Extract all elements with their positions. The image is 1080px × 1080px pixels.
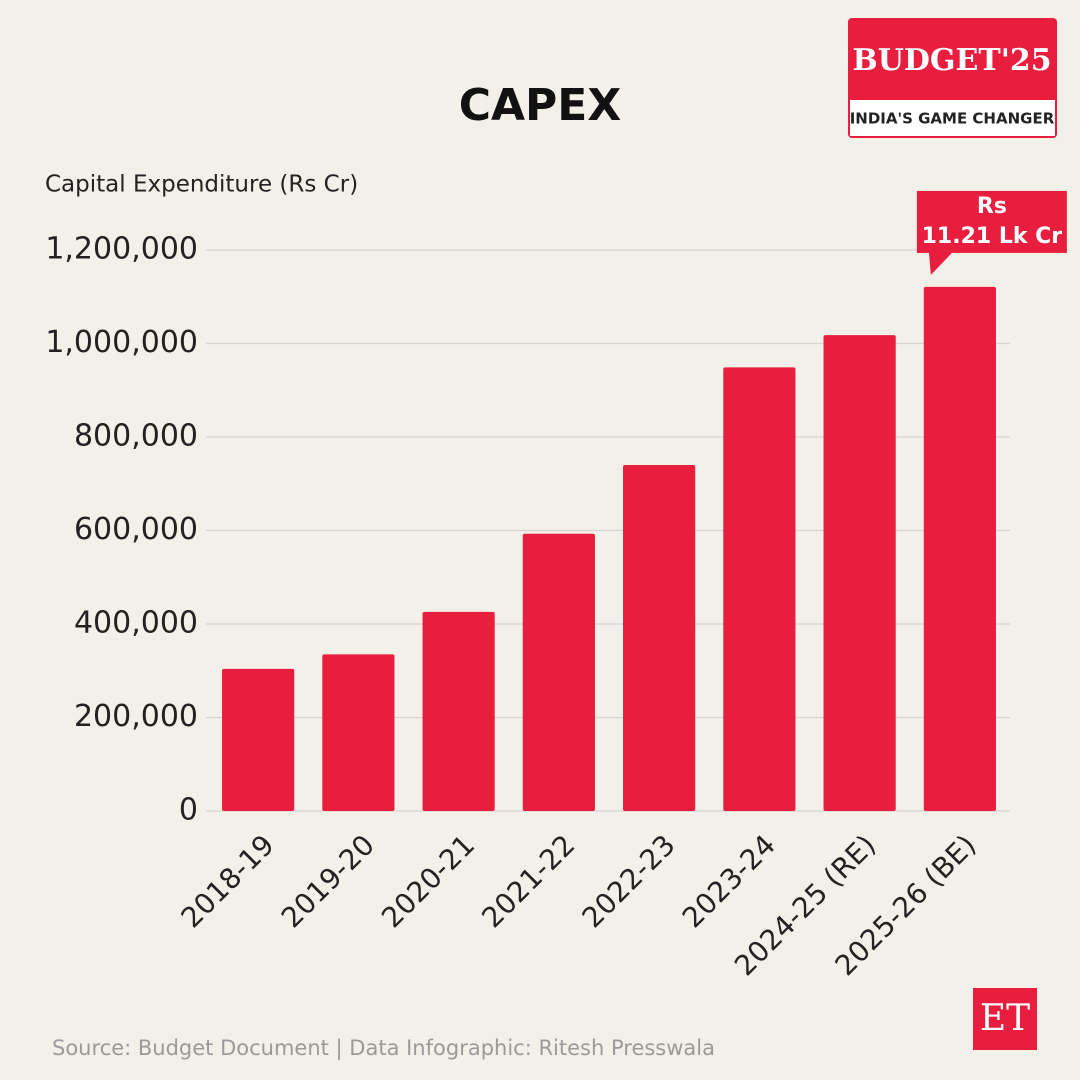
logo-background [973, 988, 1037, 1050]
bar [322, 654, 395, 811]
y-tick-label: 1,000,000 [45, 325, 198, 360]
x-tick-label: 2023-24 [676, 828, 782, 934]
value-callout: Rs 11.21 Lk Cr [921, 193, 1063, 249]
chart-title: CAPEX [459, 80, 622, 131]
bar [422, 611, 495, 811]
et-logo: ET [973, 988, 1037, 1050]
y-axis-label: Capital Expenditure (Rs Cr) [45, 172, 358, 198]
x-tick-label: 2018-19 [175, 828, 281, 934]
callout-pointer [928, 251, 953, 275]
badge-subtitle: INDIA'S GAME CHANGER [850, 110, 1055, 128]
value-callout-box [916, 190, 1067, 275]
bar [823, 335, 896, 811]
y-tick-label: 800,000 [74, 419, 198, 454]
bar [222, 668, 295, 811]
x-tick-label: 2022-23 [576, 828, 682, 934]
badge-band [850, 100, 1055, 136]
x-tick-label: 2020-21 [375, 828, 481, 934]
y-tick-label: 0 [179, 793, 198, 828]
x-tick-label: 2021-22 [475, 828, 581, 934]
logo-text: ET [980, 998, 1030, 1039]
y-tick-label: 1,200,000 [45, 232, 198, 267]
y-tick-label: 400,000 [74, 606, 198, 641]
y-tick-label: 600,000 [74, 512, 198, 547]
x-tick-label: 2019-20 [275, 828, 381, 934]
budget-badge: BUDGET'25 INDIA'S GAME CHANGER [848, 18, 1057, 138]
badge-title: BUDGET'25 [852, 43, 1051, 78]
bar [522, 533, 595, 811]
source-note: Source: Budget Document | Data Infograph… [52, 1036, 715, 1061]
bar [623, 465, 696, 811]
callout-background [916, 190, 1067, 253]
bar [923, 286, 996, 811]
bar [723, 367, 796, 811]
y-tick-label: 200,000 [74, 699, 198, 734]
